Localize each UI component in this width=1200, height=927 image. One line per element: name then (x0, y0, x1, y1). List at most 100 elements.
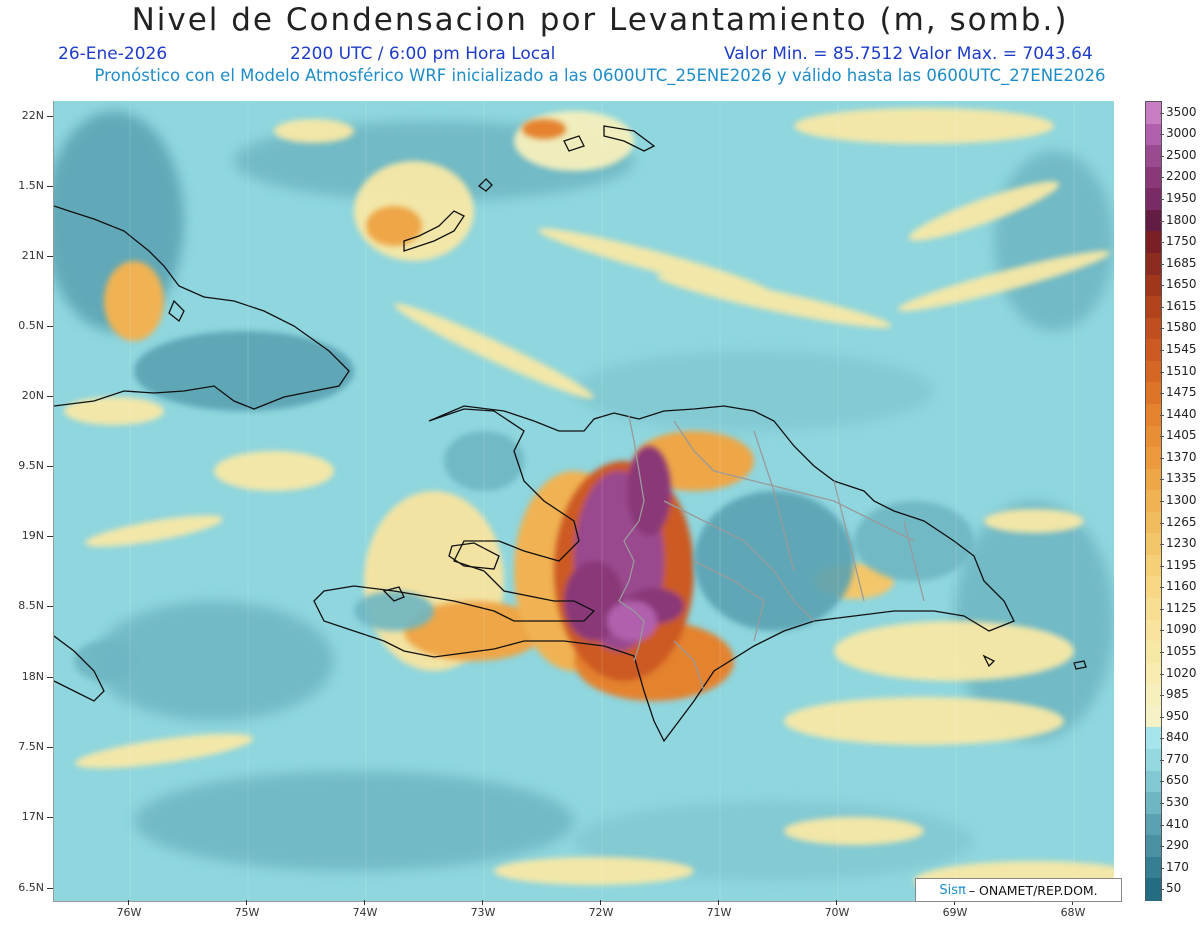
colorbar-segment (1146, 598, 1161, 621)
colorbar-segment (1146, 856, 1161, 880)
colorbar-tick (1160, 781, 1164, 783)
lon-label: 74W (345, 900, 385, 919)
colorbar-label: 1405 (1166, 428, 1197, 443)
colorbar-label: 2200 (1166, 169, 1197, 184)
colorbar-label: 3500 (1166, 104, 1197, 119)
colorbar-tick (1160, 738, 1164, 740)
colorbar-label: 1580 (1166, 320, 1197, 335)
forecast-date: 26-Ene-2026 (58, 44, 168, 64)
colorbar-segment (1146, 490, 1161, 513)
colorbar-segment (1146, 684, 1161, 707)
colorbar-tick (1160, 889, 1164, 891)
colorbar-segment (1146, 727, 1161, 750)
lat-label: 9.5N (0, 459, 53, 472)
colorbar-segment (1146, 619, 1161, 642)
credit-brand: Sisπ (939, 882, 966, 898)
colorbar-label: 1950 (1166, 191, 1197, 206)
page-title: Nivel de Condensacion por Levantamiento … (131, 2, 1069, 38)
colorbar-tick (1160, 716, 1164, 718)
colorbar-segment (1146, 274, 1161, 297)
lat-label: 1.5N (0, 179, 53, 192)
lon-label: 72W (581, 900, 621, 919)
lat-label: 8.5N (0, 599, 53, 612)
colorbar-tick (1160, 824, 1164, 826)
colorbar-label: 1195 (1166, 557, 1197, 572)
colorbar-label: 1650 (1166, 277, 1197, 292)
colorbar-tick (1160, 350, 1164, 352)
colorbar-label: 1335 (1166, 471, 1197, 486)
colorbar-segment (1146, 166, 1161, 189)
credit-box: Sisπ – ONAMET/REP.DOM. (915, 878, 1122, 902)
colorbar-segment (1146, 770, 1161, 793)
lon-label: 68W (1053, 900, 1093, 919)
colorbar-label: 1475 (1166, 385, 1197, 400)
map-canvas (54, 101, 1114, 901)
lon-label: 75W (227, 900, 267, 919)
lon-label: 69W (935, 900, 975, 919)
lat-label: 18N (0, 670, 53, 683)
lat-label: 22N (0, 109, 53, 122)
colorbar-tick (1160, 479, 1164, 481)
colorbar-tick (1160, 630, 1164, 632)
colorbar-segment (1146, 533, 1161, 556)
colorbar-tick (1160, 673, 1164, 675)
colorbar-segment (1146, 360, 1161, 383)
lat-label: 21N (0, 249, 53, 262)
colorbar-label: 410 (1166, 816, 1189, 831)
lat-label: 17N (0, 810, 53, 823)
colorbar-label: 1090 (1166, 622, 1197, 637)
colorbar-label: 1020 (1166, 665, 1197, 680)
min-max-values: Valor Min. = 85.7512 Valor Max. = 7043.6… (724, 44, 1093, 64)
colorbar-tick (1160, 501, 1164, 502)
colorbar-segment (1146, 123, 1161, 146)
colorbar-segment (1146, 231, 1161, 254)
colorbar-label: 170 (1166, 859, 1189, 874)
colorbar-segment (1146, 554, 1161, 578)
colorbar-label: 1440 (1166, 406, 1197, 421)
colorbar-segment (1146, 576, 1161, 599)
colorbar-label: 1230 (1166, 536, 1197, 551)
colorbar-tick (1160, 544, 1164, 546)
colorbar-segment (1146, 511, 1161, 534)
lon-label: 76W (109, 900, 149, 919)
colorbar-segment (1146, 749, 1161, 772)
colorbar-label: 1265 (1166, 514, 1197, 529)
colorbar-tick (1160, 436, 1164, 438)
colorbar-label: 2500 (1166, 147, 1197, 162)
model-subtitle: Pronóstico con el Modelo Atmosférico WRF… (94, 66, 1106, 85)
colorbar-tick (1160, 112, 1164, 114)
credit-text: – ONAMET/REP.DOM. (968, 882, 1098, 898)
colorbar-label: 1055 (1166, 643, 1197, 658)
colorbar-tick (1160, 134, 1164, 136)
colorbar-segment (1146, 209, 1161, 232)
colorbar-label: 1685 (1166, 255, 1197, 270)
colorbar-segment (1146, 102, 1161, 125)
colorbar-label: 950 (1166, 708, 1189, 723)
colorbar-label: 1300 (1166, 493, 1197, 507)
lat-label: 19N (0, 529, 53, 542)
colorbar-label: 50 (1166, 881, 1182, 896)
colorbar-segment (1146, 662, 1161, 685)
colorbar-tick (1160, 802, 1164, 804)
colorbar-tick (1160, 565, 1164, 567)
colorbar-tick (1160, 263, 1164, 265)
colorbar-label: 1160 (1166, 579, 1197, 594)
lcl-map (53, 101, 1114, 902)
lat-label: 6.5N (0, 881, 53, 894)
colorbar-label: 840 (1166, 730, 1189, 745)
colorbar-tick (1160, 695, 1164, 697)
colorbar-segment (1146, 188, 1161, 211)
colorbar-label: 1750 (1166, 234, 1197, 249)
colorbar-label: 530 (1166, 794, 1189, 809)
colorbar-tick (1160, 328, 1164, 330)
colorbar-tick (1160, 608, 1164, 610)
colorbar-label: 290 (1166, 838, 1189, 853)
lat-label: 20N (0, 389, 53, 402)
colorbar-tick (1160, 651, 1164, 653)
colorbar-label: 985 (1166, 687, 1189, 702)
colorbar-segment (1146, 641, 1161, 664)
colorbar-label: 1370 (1166, 449, 1197, 464)
colorbar-segment (1146, 252, 1161, 276)
colorbar-label: 770 (1166, 751, 1189, 766)
